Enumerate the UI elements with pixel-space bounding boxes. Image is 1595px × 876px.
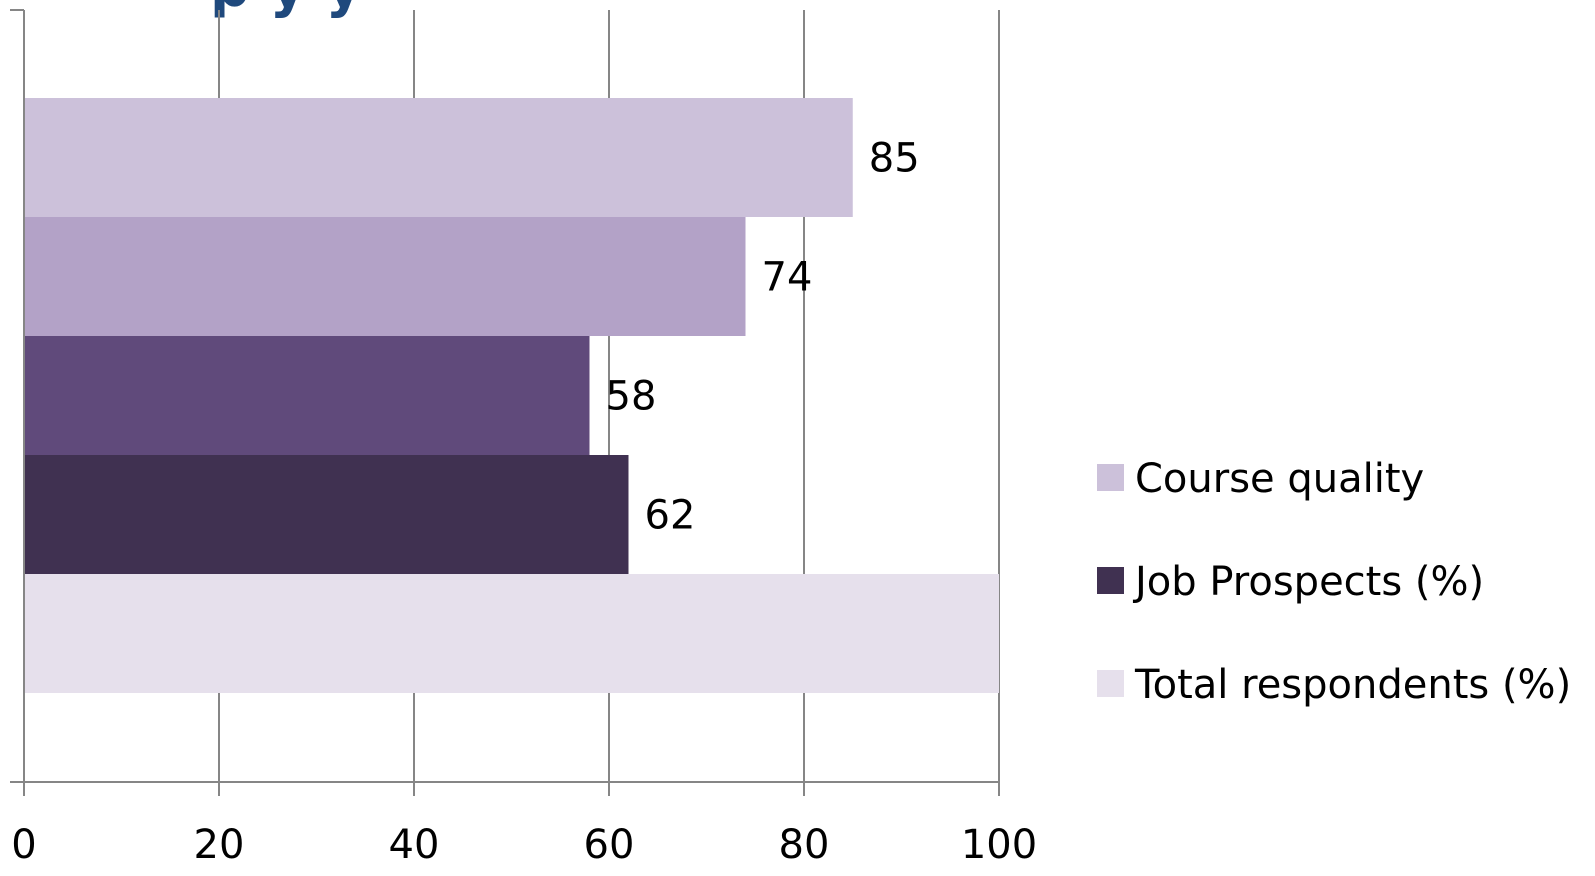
chart-title-fragment: p y y <box>210 0 362 20</box>
chart-title-text: p y y <box>210 0 362 20</box>
bar-value-label-2: 74 <box>762 255 813 301</box>
bar-value-label-3: 58 <box>606 374 657 420</box>
x-tick-label-20: 20 <box>194 822 245 868</box>
bars: 85 74 58 62 <box>24 98 999 693</box>
legend-label-1: Course quality <box>1135 456 1424 502</box>
x-tick-label-80: 80 <box>779 822 830 868</box>
bar-3 <box>24 336 590 455</box>
legend-label-2: Job Prospects (%) <box>1132 559 1484 605</box>
bar-1 <box>24 98 853 217</box>
bar-4 <box>24 455 629 574</box>
legend-swatch-1 <box>1097 464 1124 491</box>
legend-swatch-2 <box>1097 567 1124 594</box>
x-tick-label-100: 100 <box>961 822 1037 868</box>
bar-2 <box>24 217 746 336</box>
bar-value-label-4: 62 <box>645 493 696 539</box>
x-tick-label-40: 40 <box>389 822 440 868</box>
legend: Course quality Job Prospects (%) Total res… <box>1097 456 1571 708</box>
x-tick-label-60: 60 <box>584 822 635 868</box>
bar-5 <box>24 574 999 693</box>
legend-swatch-3 <box>1097 670 1124 697</box>
legend-label-3: Total respondents (%) <box>1134 662 1571 708</box>
x-axis: 0 20 40 60 80 100 <box>10 9 1037 868</box>
bar-value-label-1: 85 <box>869 136 920 182</box>
x-tick-label-0: 0 <box>11 822 36 868</box>
